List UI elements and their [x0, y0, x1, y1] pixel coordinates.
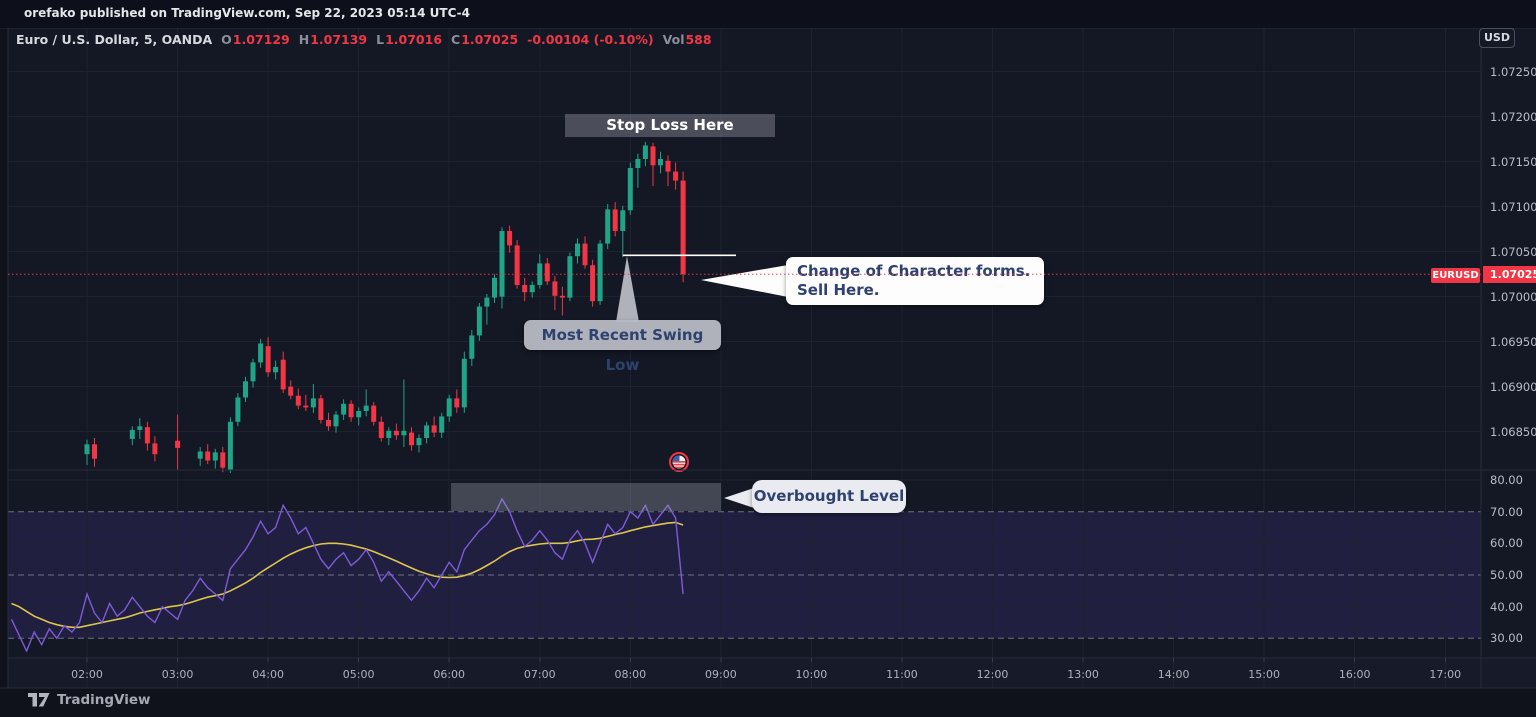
overbought-pointer: [724, 488, 754, 508]
overbought-note-balloon[interactable]: Overbought Level: [752, 480, 906, 513]
overbought-zone-box[interactable]: [451, 483, 721, 511]
rsi-axis-label: 60.00: [1490, 536, 1523, 551]
currency-toggle-button[interactable]: USD: [1479, 28, 1515, 48]
us-economic-event-icon[interactable]: [669, 452, 689, 472]
change-value: -0.00104 (-0.10%): [527, 32, 654, 47]
price-axis-label: 1.06900: [1490, 379, 1536, 394]
time-axis-label: 09:00: [704, 668, 737, 681]
rsi-line: [10, 497, 684, 653]
price-axis-label: 1.07200: [1490, 109, 1536, 124]
brand-name: TradingView: [57, 692, 151, 708]
time-axis-label: 10:00: [795, 668, 828, 681]
current-price-tag: 1.07025: [1483, 266, 1536, 283]
publish-header-bar: [0, 0, 1536, 28]
time-axis-label: 05:00: [342, 668, 375, 681]
time-axis-label: 17:00: [1429, 668, 1462, 681]
volume-readout: Vol 588: [662, 32, 712, 47]
time-axis-label: 13:00: [1067, 668, 1099, 681]
stop-loss-annotation-box[interactable]: Stop Loss Here: [565, 114, 775, 137]
tradingview-attribution[interactable]: TradingView: [28, 692, 151, 708]
time-axis-label: 14:00: [1157, 668, 1190, 681]
price-axis-label: 1.07100: [1490, 199, 1536, 214]
price-axis-label: 1.07050: [1490, 244, 1536, 259]
price-axis-label: 1.06950: [1490, 334, 1536, 349]
symbol-title[interactable]: Euro / U.S. Dollar, 5, OANDA: [16, 32, 213, 47]
choch-pointer: [701, 265, 788, 297]
rsi-band-lines: [8, 511, 1481, 639]
price-axis-label: 1.07000: [1490, 289, 1536, 304]
ohlc-low: L 1.07016: [376, 32, 443, 47]
time-axis-label: 08:00: [614, 668, 647, 681]
publish-note: orefako published on TradingView.com, Se…: [24, 6, 471, 20]
rsi-axis-label: 70.00: [1490, 504, 1523, 519]
ohlc-open: O 1.07129: [221, 32, 290, 47]
swing-low-pointer: [616, 256, 639, 322]
time-axis-label: 11:00: [886, 668, 918, 681]
change-of-character-note-balloon[interactable]: Change of Character forms. Sell Here.: [786, 257, 1044, 305]
price-axis-label: 1.07250: [1490, 64, 1536, 79]
ohlc-close: C 1.07025: [451, 32, 519, 47]
time-axis-label: 15:00: [1248, 668, 1280, 681]
rsi-axis-label: 30.00: [1490, 631, 1523, 646]
swing-low-note-balloon[interactable]: Most Recent Swing Low: [524, 320, 721, 374]
tradingview-logo-icon: [28, 693, 50, 707]
candles[interactable]: [84, 141, 686, 474]
time-axis-label: 16:00: [1338, 668, 1371, 681]
symbol-price-tag: EURUSD: [1431, 268, 1480, 283]
time-axis-label: 04:00: [252, 668, 284, 681]
time-axis-label: 02:00: [71, 668, 103, 681]
price-axis-label: 1.06850: [1490, 424, 1536, 439]
choch-note-line1: Change of Character forms.: [797, 262, 1031, 280]
rsi-axis-label: 50.00: [1490, 568, 1523, 582]
time-axis-label: 07:00: [523, 668, 556, 681]
rsi-axis-label: 80.00: [1490, 473, 1523, 487]
rsi-axis-label: 40.00: [1490, 599, 1523, 614]
pane-borders: [0, 27, 1536, 689]
rsi-ma-line: [11, 521, 684, 629]
time-axis-label: 12:00: [976, 668, 1009, 681]
ohlc-high: H 1.07139: [298, 32, 368, 47]
time-axis-label: 03:00: [161, 668, 194, 681]
price-axis-label: 1.07150: [1490, 154, 1536, 169]
choch-note-line2: Sell Here.: [797, 281, 880, 299]
time-axis-label: 06:00: [433, 668, 466, 681]
